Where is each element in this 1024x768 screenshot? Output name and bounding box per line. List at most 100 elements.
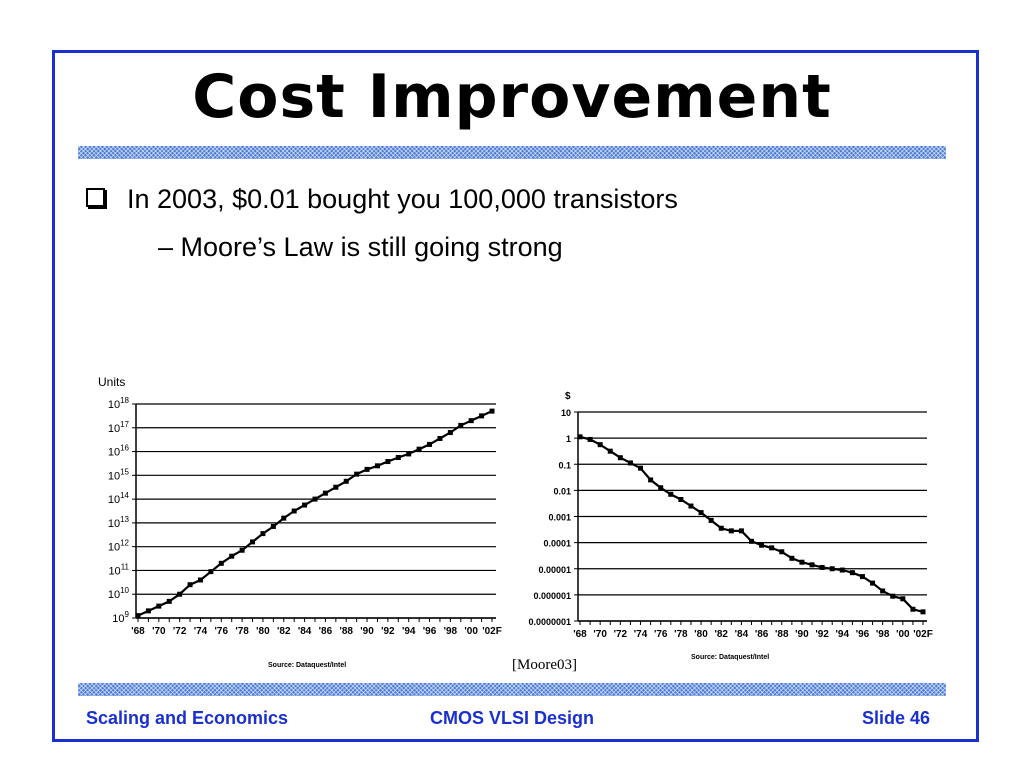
data-point bbox=[135, 613, 141, 619]
y-tick-label: 0.000001 bbox=[533, 591, 571, 601]
x-tick-label: '72 bbox=[614, 629, 628, 640]
data-point bbox=[617, 455, 623, 461]
data-point bbox=[447, 430, 453, 436]
bullet-item: In 2003, $0.01 bought you 100,000 transi… bbox=[86, 184, 678, 215]
data-point bbox=[406, 451, 412, 457]
x-tick-label: '78 bbox=[235, 626, 249, 637]
data-point bbox=[870, 580, 876, 586]
data-point bbox=[597, 442, 603, 448]
data-point bbox=[648, 477, 654, 483]
data-point bbox=[291, 508, 297, 514]
data-point bbox=[322, 490, 328, 496]
y-tick-label: 1011 bbox=[108, 562, 129, 577]
data-point bbox=[678, 497, 684, 503]
x-tick-label: '80 bbox=[694, 629, 708, 640]
data-point bbox=[698, 510, 704, 516]
data-point bbox=[910, 606, 916, 612]
data-point bbox=[250, 539, 256, 545]
data-point bbox=[416, 446, 422, 452]
data-point bbox=[849, 570, 855, 576]
data-point bbox=[728, 528, 734, 534]
data-point bbox=[607, 448, 613, 454]
footer-center: CMOS VLSI Design bbox=[430, 708, 595, 728]
data-point bbox=[374, 463, 380, 469]
source-note: Source: Dataquest/Intel bbox=[268, 662, 346, 669]
slide-title: Cost Improvement bbox=[192, 62, 832, 132]
slide-frame bbox=[52, 50, 979, 742]
data-point bbox=[218, 560, 224, 566]
data-point bbox=[819, 564, 825, 570]
y-tick-label: 1013 bbox=[108, 515, 130, 530]
footer-left: Scaling and Economics bbox=[86, 708, 289, 728]
y-tick-label: 0.00001 bbox=[538, 565, 571, 575]
y-axis-label: $ bbox=[565, 391, 571, 402]
x-tick-label: '74 bbox=[634, 629, 648, 640]
y-tick-label: 1 bbox=[566, 434, 571, 444]
data-point bbox=[364, 466, 370, 472]
x-tick-label: '82 bbox=[277, 626, 291, 637]
x-tick-label: '68 bbox=[131, 626, 145, 637]
data-point bbox=[354, 471, 360, 477]
title-divider bbox=[78, 146, 946, 159]
data-point bbox=[385, 459, 391, 465]
data-point bbox=[333, 484, 339, 490]
x-tick-label: '94 bbox=[836, 629, 850, 640]
bullet-text: In 2003, $0.01 bought you 100,000 transi… bbox=[127, 184, 678, 214]
x-tick-label: '90 bbox=[360, 626, 374, 637]
x-tick-label: '72 bbox=[173, 626, 187, 637]
data-point bbox=[197, 577, 203, 583]
x-tick-label: '02F bbox=[482, 626, 502, 637]
x-tick-label: '84 bbox=[735, 629, 749, 640]
data-point bbox=[789, 555, 795, 561]
x-tick-label: '92 bbox=[381, 626, 395, 637]
x-tick-label: '00 bbox=[896, 629, 910, 640]
x-tick-label: '82 bbox=[714, 629, 728, 640]
data-point bbox=[437, 435, 443, 441]
data-point bbox=[427, 441, 433, 447]
x-tick-label: '74 bbox=[194, 626, 208, 637]
data-point bbox=[229, 553, 235, 559]
x-tick-label: '02F bbox=[913, 629, 933, 640]
data-point bbox=[281, 515, 287, 521]
units-chart: Units 109 1010 1011 1012 1013 1014 1015 1016 1017… bbox=[98, 375, 502, 669]
data-point bbox=[177, 591, 183, 597]
data-point bbox=[302, 502, 308, 508]
data-point bbox=[627, 460, 633, 466]
y-tick-label: 0.0000001 bbox=[528, 617, 571, 627]
citation: [Moore03] bbox=[512, 657, 577, 673]
data-point bbox=[880, 588, 886, 594]
y-tick-label: 0.01 bbox=[553, 486, 571, 496]
y-tick-label: 1015 bbox=[108, 467, 130, 482]
x-tick-label: '76 bbox=[654, 629, 668, 640]
x-tick-label: '80 bbox=[256, 626, 270, 637]
y-tick-label: 1014 bbox=[108, 491, 130, 506]
x-tick-label: '68 bbox=[573, 629, 587, 640]
footer-right: Slide 46 bbox=[862, 708, 931, 728]
data-point bbox=[587, 436, 593, 442]
x-tick-label: '70 bbox=[593, 629, 607, 640]
x-tick-label: '86 bbox=[319, 626, 333, 637]
x-tick-label: '70 bbox=[152, 626, 166, 637]
data-point bbox=[468, 418, 474, 424]
data-point bbox=[769, 545, 775, 551]
y-tick-label: 0.0001 bbox=[543, 539, 571, 549]
y-tick-label: 0.001 bbox=[548, 513, 571, 523]
x-tick-label: '86 bbox=[755, 629, 769, 640]
source-note: Source: Dataquest/Intel bbox=[691, 654, 769, 661]
data-point bbox=[489, 408, 495, 414]
data-point bbox=[799, 559, 805, 565]
y-tick-label: 0.1 bbox=[558, 460, 571, 470]
data-point bbox=[145, 608, 151, 614]
x-tick-label: '88 bbox=[775, 629, 789, 640]
data-point bbox=[260, 531, 266, 537]
x-tick-label: '98 bbox=[444, 626, 458, 637]
data-point bbox=[156, 603, 162, 609]
cost-chart: $0.0000001 0.000001 0.00001 0.0001 0.001 0.01… bbox=[528, 391, 933, 661]
x-tick-label: '00 bbox=[464, 626, 478, 637]
data-point bbox=[920, 609, 926, 615]
x-tick-label: '92 bbox=[815, 629, 829, 640]
data-point bbox=[479, 413, 485, 419]
x-tick-label: '98 bbox=[876, 629, 890, 640]
x-tick-label: '90 bbox=[795, 629, 809, 640]
data-point bbox=[208, 569, 214, 575]
